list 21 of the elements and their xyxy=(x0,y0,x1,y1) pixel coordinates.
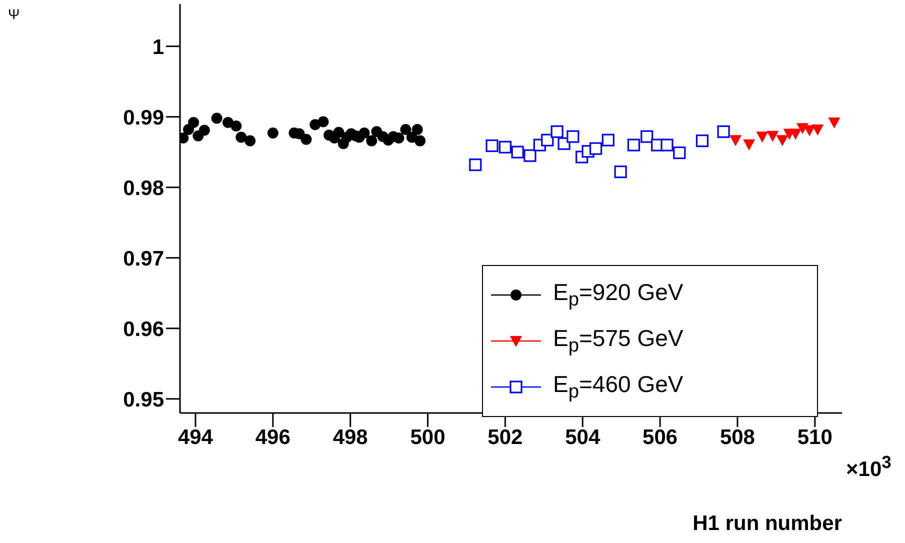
x-tick-label: 496 xyxy=(255,426,290,449)
text: Ψ xyxy=(8,6,20,22)
y-tick-label: 0.96 xyxy=(123,318,164,341)
x-tick-label: 498 xyxy=(332,426,368,449)
y-tick-label: 0.98 xyxy=(123,176,164,200)
y-tick-label: 1 xyxy=(152,36,164,59)
legend-label: E$_{p}$=460 GeV xyxy=(553,370,684,404)
x-tick-label: 502 xyxy=(488,426,523,449)
y-tick-label: 0.95 xyxy=(123,388,164,412)
x-tick-label: 510 xyxy=(797,426,832,449)
x-tick-label: 508 xyxy=(720,426,756,449)
y-tick-label: 0.97 xyxy=(123,247,164,270)
x-tick-label: 504 xyxy=(565,426,600,449)
x-tick-label: 494 xyxy=(178,426,214,449)
x-tick-label: 506 xyxy=(642,426,678,449)
text: ×10$^{3}$ xyxy=(846,452,892,482)
x-axis-title: H1 run number xyxy=(692,512,842,536)
legend-label: E$_{p}$=575 GeV xyxy=(553,324,684,358)
x-tick-label: 500 xyxy=(410,426,446,449)
legend-label: E$_{p}$=920 GeV xyxy=(553,278,684,312)
y-tick-label: 0.99 xyxy=(123,106,164,130)
